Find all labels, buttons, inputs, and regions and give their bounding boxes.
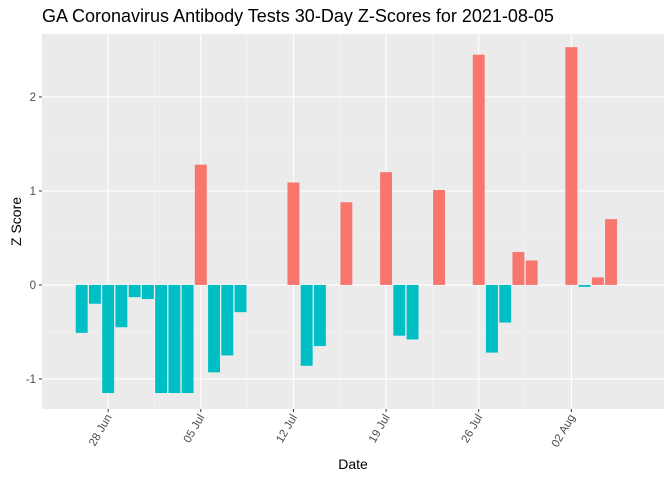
bar-2021-06-27 [88,284,101,304]
bar-2021-08-03 [578,284,591,287]
bar-2021-06-30 [128,284,141,298]
bar-2021-08-04 [591,277,604,285]
bar-2021-08-02 [565,47,578,285]
bar-2021-07-19 [380,172,393,285]
bar-2021-06-26 [75,284,88,333]
x-tick-label: 05 Jul [182,413,208,446]
bar-2021-07-13 [300,284,313,366]
bar-2021-07-01 [141,284,154,300]
bar-2021-06-28 [102,284,115,394]
y-axis: -1 0 1 2 [26,92,42,386]
x-tick-label: 19 Jul [367,413,393,446]
bar-2021-07-04 [181,284,194,394]
y-tick-label: 1 [30,186,36,198]
bar-2021-07-20 [393,284,406,336]
x-tick-label: 26 Jul [460,413,486,446]
y-tick-label: 2 [30,92,36,104]
bar-2021-07-03 [168,284,181,394]
bar-2021-07-16 [340,202,353,285]
bar-2021-07-12 [287,182,300,285]
bar-2021-07-07 [221,284,234,356]
bars [75,47,618,394]
bar-2021-07-26 [472,54,485,285]
y-tick-label: 0 [30,280,36,292]
x-axis-title: Date [338,456,368,472]
x-tick-label: 28 Jun [87,413,115,449]
bar-2021-07-28 [499,284,512,323]
bar-2021-07-14 [313,284,326,347]
x-tick-label: 12 Jul [274,413,300,446]
bar-2021-06-29 [115,284,128,328]
bar-2021-07-29 [512,252,525,285]
bar-2021-07-27 [486,284,498,353]
bar-2021-07-08 [234,284,247,313]
bar-2021-07-21 [406,284,419,340]
bar-2021-07-05 [194,164,207,285]
bar-2021-08-05 [605,219,618,285]
bar-2021-07-30 [525,260,538,285]
y-tick-label: -1 [26,374,36,386]
bar-2021-07-06 [208,284,220,373]
bar-2021-07-02 [155,284,168,394]
y-axis-title: Z Score [8,197,24,246]
x-axis: 28 Jun 05 Jul 12 Jul 19 Jul 26 Jul 02 Aug [87,409,578,450]
bar-2021-07-23 [433,190,445,285]
chart-title: GA Coronavirus Antibody Tests 30-Day Z-S… [42,6,554,26]
x-tick-label: 02 Aug [550,413,578,450]
